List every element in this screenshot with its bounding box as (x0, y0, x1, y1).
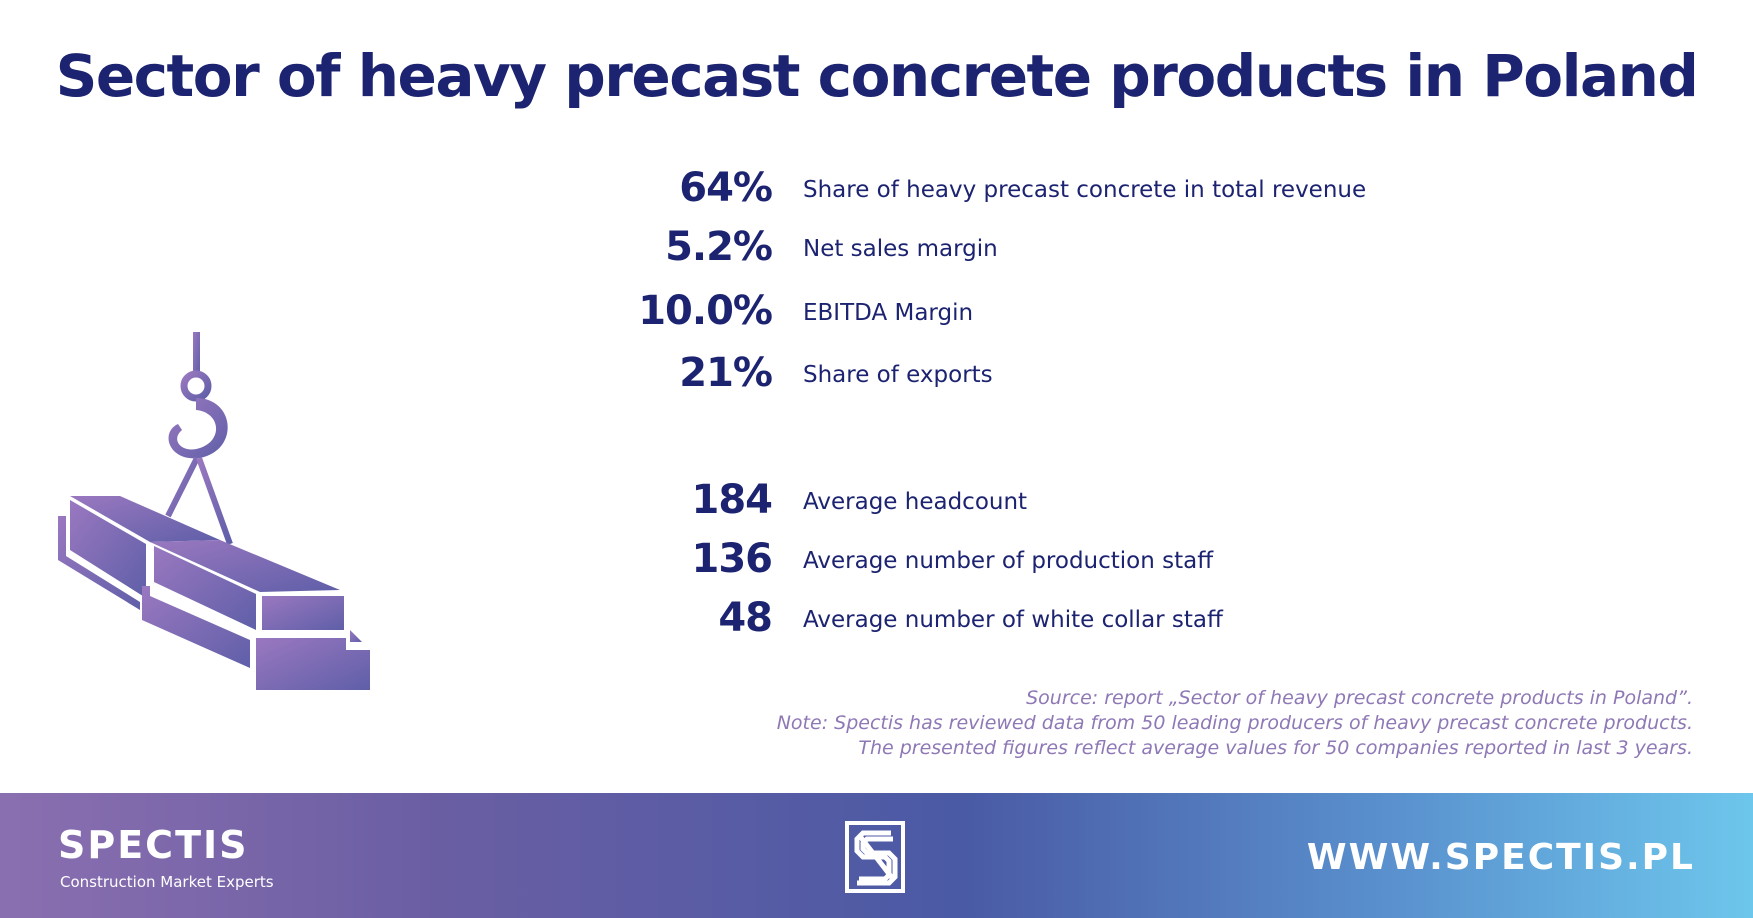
spectis-s-logo-icon (845, 821, 905, 893)
stat-value: 48 (718, 595, 773, 641)
source-line: Source: report „Sector of heavy precast … (1026, 687, 1693, 709)
stat-value: 64% (679, 165, 773, 211)
stat-value: 136 (691, 536, 773, 582)
stat-label: Share of exports (803, 362, 993, 388)
stat-net-sales-margin: 5.2% Net sales margin (0, 219, 1753, 275)
stat-label: Net sales margin (803, 236, 998, 262)
stat-label: Average number of white collar staff (803, 607, 1223, 633)
stat-revenue-share: 64% Share of heavy precast concrete in t… (0, 160, 1753, 216)
footer-bar: SPECTIS Construction Market Experts WWW.… (0, 793, 1753, 918)
stat-headcount: 184 Average headcount (0, 472, 1753, 528)
stat-value: 5.2% (665, 224, 773, 270)
stat-label: EBITDA Margin (803, 300, 974, 326)
stat-ebitda-margin: 10.0% EBITDA Margin (0, 283, 1753, 339)
stat-value: 184 (691, 477, 773, 523)
stat-label: Share of heavy precast concrete in total… (803, 177, 1367, 203)
stat-value: 21% (679, 350, 773, 396)
stat-export-share: 21% Share of exports (0, 345, 1753, 401)
stat-production-staff: 136 Average number of production staff (0, 531, 1753, 587)
note-line: Note: Spectis has reviewed data from 50 … (776, 712, 1693, 734)
brand-logo-text: SPECTIS (58, 823, 249, 867)
source-note: Source: report „Sector of heavy precast … (693, 686, 1693, 761)
page-title: Sector of heavy precast concrete product… (55, 42, 1699, 110)
stat-value: 10.0% (638, 288, 773, 334)
stat-label: Average headcount (803, 489, 1028, 515)
brand-tagline: Construction Market Experts (60, 873, 274, 891)
note-line: The presented figures reflect average va… (858, 737, 1693, 759)
stat-label: Average number of production staff (803, 548, 1214, 574)
stat-white-collar-staff: 48 Average number of white collar staff (0, 590, 1753, 646)
website-link[interactable]: WWW.SPECTIS.PL (1306, 837, 1695, 878)
crane-hook-concrete-beam-icon (58, 332, 370, 690)
